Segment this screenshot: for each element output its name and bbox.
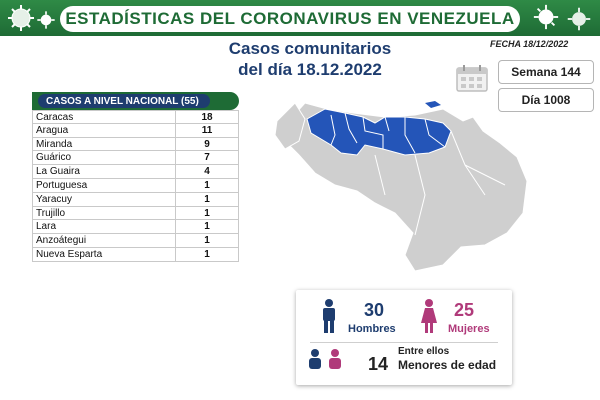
state-name: Anzoátegui [32, 234, 176, 248]
subtitle-line2: del día 18.12.2022 [238, 60, 382, 79]
table-row: Guárico 7 [32, 151, 239, 166]
state-cases: 11 [176, 123, 239, 138]
menores-count: 14 [368, 354, 389, 374]
menores-label: Menores de edad [398, 358, 497, 372]
table-row: Aragua 11 [32, 123, 239, 138]
state-cases: 1 [176, 234, 239, 248]
table-row: Portuguesa 1 [32, 178, 239, 193]
state-name: Guárico [32, 151, 176, 166]
table-row: Lara 1 [32, 220, 239, 235]
menores-prefix: Entre ellos [398, 346, 450, 357]
virus-icon [533, 4, 559, 30]
state-name: Yaracuy [32, 192, 176, 207]
subtitle: Casos comunitarios del día 18.12.2022 [200, 38, 420, 80]
state-name: Portuguesa [32, 178, 176, 193]
virus-icon [567, 7, 591, 31]
state-name: Aragua [32, 123, 176, 138]
week-badge: Semana 144 [498, 60, 594, 84]
man-icon [323, 299, 335, 333]
subtitle-line1: Casos comunitarios [228, 39, 392, 58]
table-row: Caracas 18 [32, 110, 239, 124]
table-row: Nueva Esparta 1 [32, 247, 239, 262]
mujeres-label: Mujeres [448, 323, 490, 335]
mujeres-count: 25 [454, 300, 475, 320]
state-name: Nueva Esparta [32, 247, 176, 262]
state-name: La Guaira [32, 165, 176, 179]
state-cases: 4 [176, 165, 239, 179]
state-name: Trujillo [32, 206, 176, 221]
woman-icon [421, 299, 437, 333]
state-cases: 1 [176, 178, 239, 193]
header-bar: ESTADÍSTICAS DEL CORONAVIRUS EN VENEZUEL… [0, 0, 600, 36]
table-header: CASOS A NIVEL NACIONAL (55) [32, 92, 239, 110]
table-row: Trujillo 1 [32, 206, 239, 221]
cases-table: Caracas 18 Aragua 11 Miranda 9 Guárico 7 La Guai… [32, 110, 239, 262]
map-island [425, 101, 441, 108]
state-name: Miranda [32, 137, 176, 152]
gender-stats-card: 30 Hombres 25 Mujeres Entre ellos 14 Men… [296, 290, 512, 385]
table-row: Anzoátegui 1 [32, 234, 239, 248]
calendar-icon [456, 65, 488, 92]
virus-icon [37, 11, 55, 29]
hombres-label: Hombres [348, 323, 396, 335]
state-cases: 7 [176, 151, 239, 166]
table-header-label: CASOS A NIVEL NACIONAL (55) [38, 94, 210, 108]
divider [310, 342, 498, 343]
table-row: Miranda 9 [32, 137, 239, 152]
report-date: FECHA 18/12/2022 [490, 39, 569, 49]
day-badge: Día 1008 [498, 88, 594, 112]
table-row: Yaracuy 1 [32, 192, 239, 207]
children-icon [309, 349, 341, 369]
table-row: La Guaira 4 [32, 165, 239, 179]
state-cases: 9 [176, 137, 239, 152]
state-cases: 1 [176, 247, 239, 262]
state-cases: 1 [176, 206, 239, 221]
state-cases: 1 [176, 220, 239, 235]
state-name: Caracas [32, 110, 176, 124]
page-title: ESTADÍSTICAS DEL CORONAVIRUS EN VENEZUEL… [60, 6, 520, 32]
virus-icon [8, 5, 34, 31]
state-name: Lara [32, 220, 176, 235]
venezuela-map [274, 101, 528, 272]
state-cases: 18 [176, 110, 239, 124]
hombres-count: 30 [364, 300, 385, 320]
state-cases: 1 [176, 192, 239, 207]
